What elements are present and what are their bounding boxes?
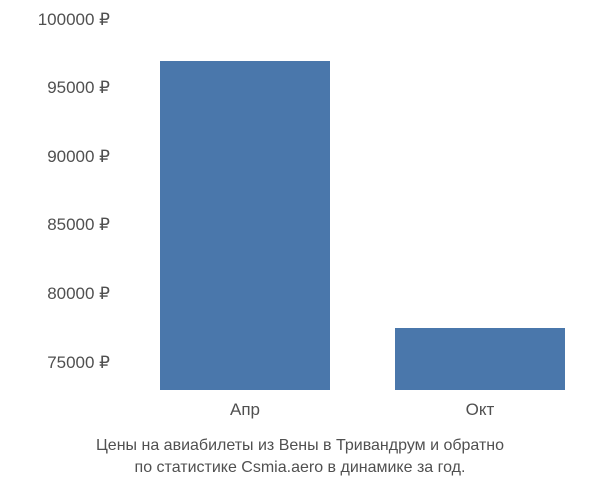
y-tick-label: 75000 ₽ <box>47 353 110 373</box>
x-tick-label: Окт <box>466 400 495 420</box>
y-tick-label: 80000 ₽ <box>47 284 110 304</box>
caption-line-1: Цены на авиабилеты из Вены в Тривандрум … <box>96 437 504 454</box>
x-axis: Апр Окт <box>120 400 580 430</box>
chart-container: 100000 ₽ 95000 ₽ 90000 ₽ 85000 ₽ 80000 ₽… <box>0 0 600 500</box>
y-tick-label: 100000 ₽ <box>38 10 110 30</box>
plot-area <box>120 20 580 390</box>
bar-oct <box>395 328 565 390</box>
y-tick-label: 95000 ₽ <box>47 78 110 98</box>
y-tick-label: 90000 ₽ <box>47 147 110 167</box>
bar-apr <box>160 61 330 390</box>
chart-caption: Цены на авиабилеты из Вены в Тривандрум … <box>0 435 600 480</box>
caption-line-2: по статистике Csmia.aero в динамике за г… <box>135 459 466 476</box>
y-tick-label: 85000 ₽ <box>47 215 110 235</box>
x-tick-label: Апр <box>230 400 260 420</box>
y-axis: 100000 ₽ 95000 ₽ 90000 ₽ 85000 ₽ 80000 ₽… <box>0 20 115 390</box>
